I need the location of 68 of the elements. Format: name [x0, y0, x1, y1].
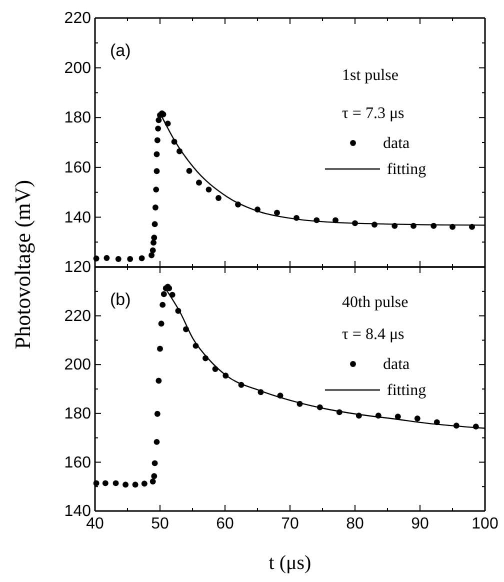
point [154, 151, 160, 158]
point [274, 210, 280, 216]
point [154, 438, 160, 445]
point [156, 378, 162, 384]
point [122, 482, 129, 488]
x-tick-label: 90 [411, 515, 429, 532]
point [112, 480, 119, 486]
x-tick-label: 40 [86, 515, 104, 532]
y-tick-label: 160 [64, 160, 92, 177]
legend-label: fitting [387, 161, 426, 178]
point [155, 126, 162, 132]
point [186, 168, 192, 174]
point [206, 186, 212, 193]
point [414, 416, 420, 422]
point [151, 473, 158, 480]
y-tick-label: 200 [64, 356, 92, 374]
point [152, 204, 158, 210]
point [93, 480, 100, 486]
annotation: 1st pulse [342, 67, 398, 84]
x-tick-label: 100 [472, 515, 498, 532]
point [151, 234, 158, 241]
point [150, 247, 156, 254]
annotation: τ = 7.3 μs [342, 105, 404, 122]
y-tick-label: 220 [64, 10, 92, 28]
point [150, 240, 156, 246]
point [154, 168, 160, 174]
y-axis-title: Photovoltage (mV) [10, 180, 35, 350]
point [216, 195, 222, 202]
point [127, 256, 134, 262]
point [104, 255, 110, 262]
y-tick-label: 180 [64, 110, 92, 127]
point [196, 180, 202, 186]
y-tick-label: 180 [64, 406, 92, 423]
point [154, 410, 160, 417]
y-tick-label: 140 [64, 209, 92, 226]
x-tick-label: 70 [281, 515, 299, 532]
point [160, 302, 166, 308]
y-tick-label: 120 [64, 259, 92, 276]
legend-label: data [383, 356, 410, 373]
legend-label: fitting [387, 382, 426, 399]
point [153, 186, 160, 193]
point [132, 482, 138, 488]
point [157, 346, 163, 352]
point [152, 460, 158, 466]
point [156, 117, 162, 124]
point [158, 320, 164, 327]
point [148, 252, 155, 258]
x-tick-label: 60 [216, 515, 234, 532]
point [152, 221, 158, 228]
point [141, 480, 148, 487]
annotation: 40th pulse [342, 294, 408, 311]
point [102, 480, 108, 486]
y-tick-label: 220 [64, 308, 92, 325]
x-tick-label: 50 [151, 515, 169, 532]
point [154, 137, 160, 144]
annotation: (b) [110, 290, 131, 309]
y-tick-label: 200 [64, 60, 92, 77]
annotation: (a) [110, 41, 131, 60]
point [160, 291, 167, 298]
x-axis-title: t (μs) [268, 552, 312, 574]
y-tick-label: 160 [64, 454, 92, 472]
point [150, 478, 156, 484]
legend-label: data [383, 135, 410, 152]
point [115, 256, 122, 262]
x-tick-label: 80 [346, 515, 364, 532]
point [93, 256, 100, 262]
annotation: τ = 8.4 μs [342, 326, 404, 343]
point [138, 255, 145, 262]
